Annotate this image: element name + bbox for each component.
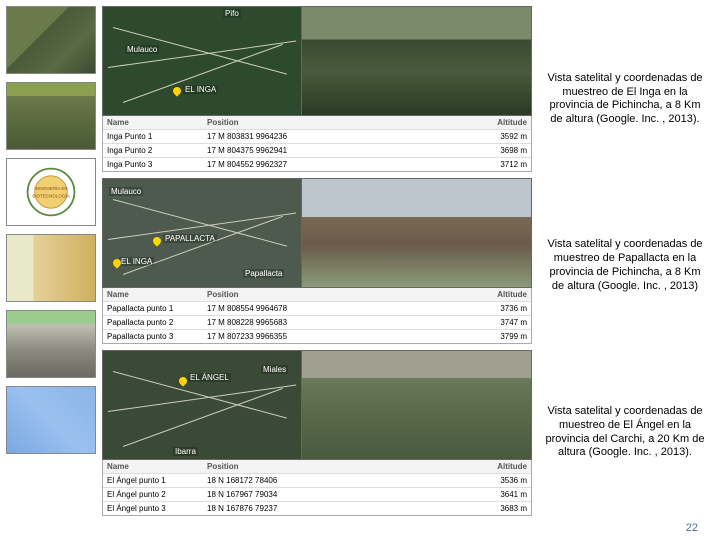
col-altitude: Altitude xyxy=(403,460,531,473)
svg-text:BIOTECNOLOGÍA: BIOTECNOLOGÍA xyxy=(32,192,69,198)
map-label: EL INGA xyxy=(119,257,154,266)
table-header-row: NamePositionAltitude xyxy=(103,288,531,302)
cell-position: 17 M 803831 9964236 xyxy=(203,130,403,143)
biotech-logo-icon: INGENIERÍA EN BIOTECNOLOGÍA xyxy=(24,165,78,219)
cell-altitude: 3698 m xyxy=(403,144,531,157)
map-label: PAPALLACTA xyxy=(163,234,217,243)
table-header-row: NamePositionAltitude xyxy=(103,116,531,130)
cell-name: Inga Punto 2 xyxy=(103,144,203,157)
col-name: Name xyxy=(103,288,203,301)
cell-position: 18 N 167876 79237 xyxy=(203,502,403,515)
table-row: Papallacta punto 117 M 808554 9964678373… xyxy=(103,302,531,316)
thumbnail-column: INGENIERÍA EN BIOTECNOLOGÍA xyxy=(6,6,102,534)
cell-name: Papallacta punto 3 xyxy=(103,330,203,343)
col-name: Name xyxy=(103,116,203,129)
cell-position: 17 M 808554 9964678 xyxy=(203,302,403,315)
cell-altitude: 3641 m xyxy=(403,488,531,501)
satellite-map: EL ÁNGEL Miales Ibarra xyxy=(102,350,302,460)
map-photo-row: Mulauco PAPALLACTA EL INGA Papallacta xyxy=(102,178,532,288)
map-photo-row: EL ÁNGEL Miales Ibarra xyxy=(102,350,532,460)
caption-column: Vista satelital y coordenadas de muestre… xyxy=(532,6,714,534)
col-position: Position xyxy=(203,460,403,473)
thumbnail-image xyxy=(6,82,96,150)
table-row: Inga Punto 317 M 804552 99623273712 m xyxy=(103,158,531,171)
map-pin-icon xyxy=(171,85,182,96)
satellite-map: Mulauco PAPALLACTA EL INGA Papallacta xyxy=(102,178,302,288)
thumbnail-image xyxy=(6,386,96,454)
coordinates-table: NamePositionAltitudeEl Ángel punto 118 N… xyxy=(102,460,532,516)
cell-position: 17 M 807233 9966355 xyxy=(203,330,403,343)
table-row: Inga Punto 217 M 804375 99629413698 m xyxy=(103,144,531,158)
cell-position: 18 N 167967 79034 xyxy=(203,488,403,501)
coordinates-table: NamePositionAltitudeInga Punto 117 M 803… xyxy=(102,116,532,172)
table-row: Papallacta punto 317 M 807233 9966355379… xyxy=(103,330,531,343)
cell-altitude: 3536 m xyxy=(403,474,531,487)
thumbnail-image xyxy=(6,6,96,74)
cell-position: 17 M 808228 9965683 xyxy=(203,316,403,329)
map-label: Ibarra xyxy=(173,447,198,456)
landscape-photo xyxy=(302,350,532,460)
table-row: Papallacta punto 217 M 808228 9965683374… xyxy=(103,316,531,330)
slide-page: INGENIERÍA EN BIOTECNOLOGÍA Pifo Mulauco E… xyxy=(0,0,720,540)
col-position: Position xyxy=(203,116,403,129)
map-photo-row: Pifo Mulauco EL INGA xyxy=(102,6,532,116)
svg-text:INGENIERÍA EN: INGENIERÍA EN xyxy=(34,185,67,191)
caption-text: Vista satelital y coordenadas de muestre… xyxy=(542,238,708,293)
cell-name: Papallacta punto 2 xyxy=(103,316,203,329)
main-content-column: PifoMulaucoEL INGANamePositionAltitudeIn… xyxy=(102,6,532,534)
map-label: Mulauco xyxy=(109,187,143,196)
map-label: Pifo xyxy=(223,9,241,18)
landscape-photo xyxy=(302,178,532,288)
cell-altitude: 3592 m xyxy=(403,130,531,143)
col-altitude: Altitude xyxy=(403,116,531,129)
map-pin-icon xyxy=(151,235,162,246)
cell-position: 17 M 804552 9962327 xyxy=(203,158,403,171)
map-label: Miales xyxy=(261,365,288,374)
table-header-row: NamePositionAltitude xyxy=(103,460,531,474)
map-label: EL ÁNGEL xyxy=(188,373,231,382)
cell-altitude: 3683 m xyxy=(403,502,531,515)
table-row: El Ángel punto 118 N 168172 784063536 m xyxy=(103,474,531,488)
cell-name: Papallacta punto 1 xyxy=(103,302,203,315)
thumbnail-image xyxy=(6,310,96,378)
cell-name: El Ángel punto 2 xyxy=(103,488,203,501)
cell-name: Inga Punto 1 xyxy=(103,130,203,143)
thumbnail-image xyxy=(6,234,96,302)
map-label: EL INGA xyxy=(183,85,218,94)
caption-text: Vista satelital y coordenadas de muestre… xyxy=(542,405,708,460)
page-number: 22 xyxy=(686,522,698,534)
satellite-map: Pifo Mulauco EL INGA xyxy=(102,6,302,116)
location-block: PifoMulaucoEL INGANamePositionAltitudeIn… xyxy=(102,6,532,172)
col-name: Name xyxy=(103,460,203,473)
cell-altitude: 3712 m xyxy=(403,158,531,171)
location-block: EL ÁNGEL Miales Ibarra NamePositionAltitude… xyxy=(102,350,532,516)
location-block: Mulauco PAPALLACTA EL INGA Papallacta NamePo… xyxy=(102,178,532,344)
table-row: El Ángel punto 218 N 167967 790343641 m xyxy=(103,488,531,502)
coordinates-table: NamePositionAltitudePapallacta punto 117… xyxy=(102,288,532,344)
map-label: Papallacta xyxy=(243,269,284,278)
table-row: El Ángel punto 318 N 167876 792373683 m xyxy=(103,502,531,515)
cell-altitude: 3736 m xyxy=(403,302,531,315)
cell-name: El Ángel punto 1 xyxy=(103,474,203,487)
caption-text: Vista satelital y coordenadas de muestre… xyxy=(542,72,708,127)
cell-name: Inga Punto 3 xyxy=(103,158,203,171)
cell-position: 18 N 168172 78406 xyxy=(203,474,403,487)
map-label: Mulauco xyxy=(125,45,159,54)
cell-position: 17 M 804375 9962941 xyxy=(203,144,403,157)
col-altitude: Altitude xyxy=(403,288,531,301)
cell-name: El Ángel punto 3 xyxy=(103,502,203,515)
cell-altitude: 3747 m xyxy=(403,316,531,329)
landscape-photo xyxy=(302,6,532,116)
table-row: Inga Punto 117 M 803831 99642363592 m xyxy=(103,130,531,144)
cell-altitude: 3799 m xyxy=(403,330,531,343)
thumbnail-logo: INGENIERÍA EN BIOTECNOLOGÍA xyxy=(6,158,96,226)
col-position: Position xyxy=(203,288,403,301)
map-pin-icon xyxy=(177,375,188,386)
